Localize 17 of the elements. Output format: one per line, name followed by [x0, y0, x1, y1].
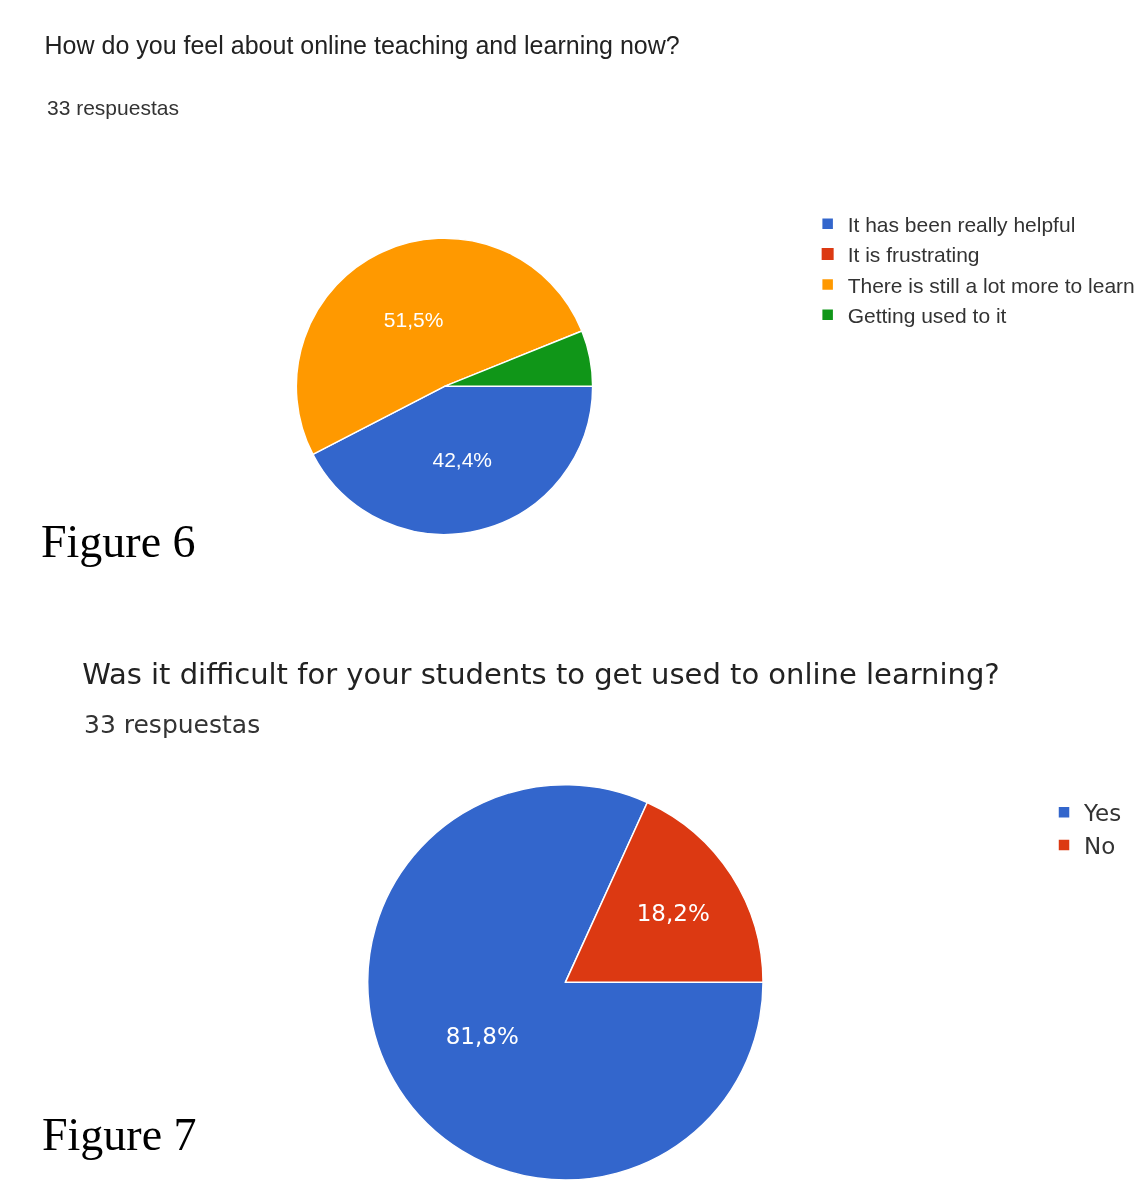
data-label: 81,8%	[445, 1022, 519, 1049]
data-label: 51,5%	[383, 307, 444, 331]
chart-subtitle: 33 respuestas	[84, 710, 261, 739]
legend-label: It has been really helpful	[847, 213, 1076, 236]
legend-label: Getting used to it	[847, 303, 1007, 327]
chart-title: How do you feel about online teaching and learning now?	[44, 30, 680, 59]
legend-label: Yes	[1083, 800, 1122, 827]
legend-label: No	[1084, 833, 1116, 859]
legend-label: It is frustrating	[847, 243, 980, 267]
data-label: 18,2%	[636, 899, 710, 926]
legend-label: There is still a lot more to learn	[847, 273, 1135, 297]
chart-title: Was it difficult for your students to get used to online learning?	[82, 657, 1000, 692]
caption: Figure 7	[42, 1109, 197, 1160]
pie-slice	[367, 784, 764, 1181]
text: 33 respuestas	[47, 96, 179, 119]
caption: Figure 6	[41, 516, 196, 567]
data-label: 42,4%	[432, 447, 493, 471]
